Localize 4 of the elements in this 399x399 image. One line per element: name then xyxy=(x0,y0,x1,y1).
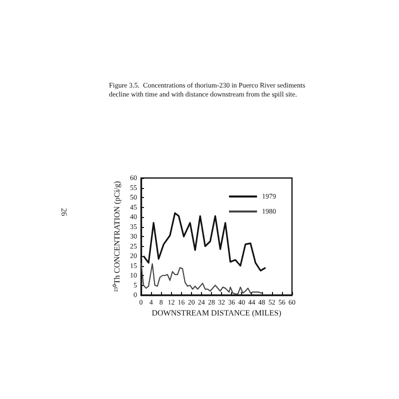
y-axis-title: ²³⁰Th CONCENTRATION (pCi/g) xyxy=(112,180,122,292)
text: 26 xyxy=(60,208,68,216)
x-axis-title: DOWNSTREAM DISTANCE (MILES) xyxy=(152,308,282,318)
line-series xyxy=(140,262,262,295)
